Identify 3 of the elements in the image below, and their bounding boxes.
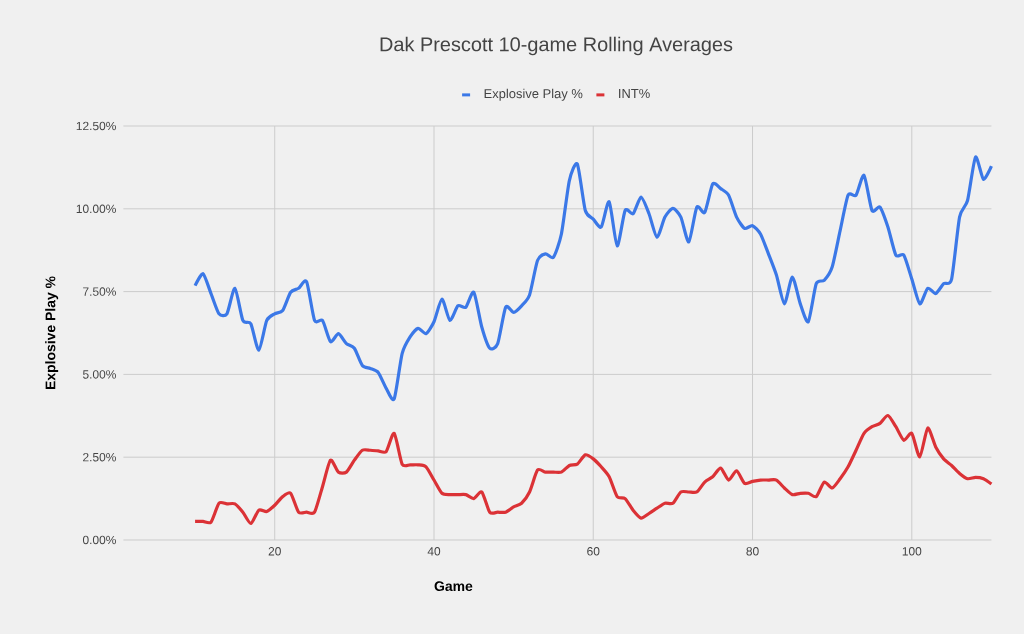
line-series — [193, 155, 994, 401]
chart-title: Dak Prescott 10-game Rolling Averages — [380, 36, 733, 56]
line-series — [193, 413, 994, 526]
